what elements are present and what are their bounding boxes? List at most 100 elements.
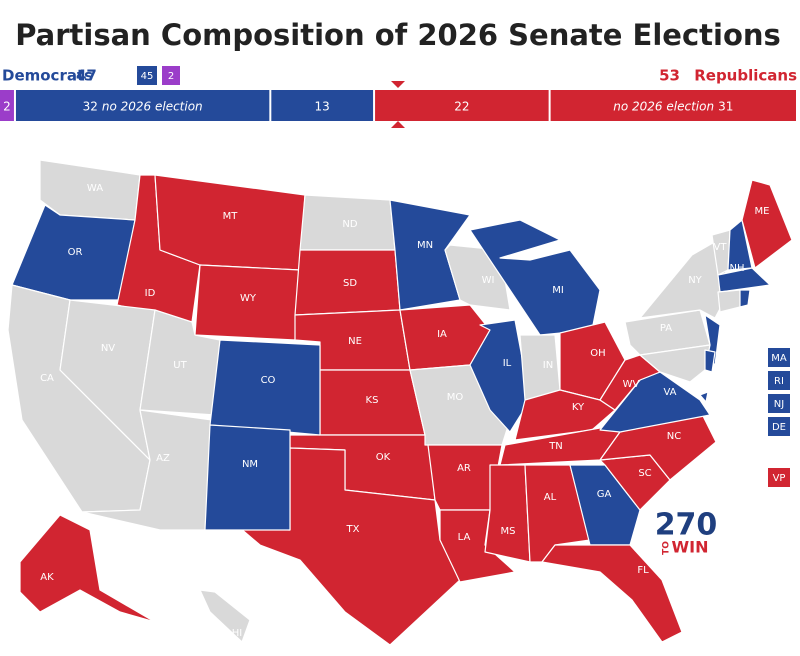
state-label: MI	[552, 285, 564, 296]
state-label: KY	[572, 402, 585, 413]
bar-segment	[0, 90, 14, 121]
state-label: NH	[730, 263, 745, 274]
state-label: MT	[223, 211, 239, 222]
state-label: KS	[366, 395, 379, 406]
small-state-box	[768, 371, 790, 390]
state-label: PA	[660, 323, 672, 334]
state-label: WV	[623, 379, 640, 390]
state-label: OR	[68, 247, 83, 258]
state	[469, 219, 601, 336]
state	[469, 319, 531, 433]
state	[717, 267, 771, 293]
state	[699, 391, 709, 403]
bar-text: 13	[315, 99, 330, 113]
state-label: MS	[501, 526, 516, 537]
bar-label: 13	[315, 99, 330, 113]
bar-text: 32	[83, 99, 98, 113]
logo: 270 TO WIN	[655, 508, 718, 557]
seat-bar: 2 32 no 2026 election 13 22 no 2026 election 3…	[0, 90, 796, 121]
bar-segment	[271, 90, 374, 121]
rep-total: 53	[659, 67, 680, 85]
state-label: FL	[637, 565, 649, 576]
logo-number: 270	[655, 508, 718, 543]
bar-segment	[15, 90, 270, 121]
small-state-box	[768, 417, 790, 436]
state-label: SC	[638, 468, 651, 479]
state-label: SD	[343, 278, 357, 289]
dem-total: 47	[76, 67, 97, 85]
state-label: IN	[543, 360, 553, 371]
small-state-box	[768, 468, 790, 487]
state-label: OH	[590, 348, 605, 359]
bar-segment	[375, 90, 549, 121]
bar-text: no 2026 election	[613, 99, 714, 113]
state-label: NM	[242, 459, 258, 470]
state	[569, 464, 641, 546]
state-label: HI	[232, 628, 242, 639]
majority-marker	[391, 81, 405, 88]
state	[209, 339, 321, 436]
state-label: WI	[482, 275, 495, 286]
state-label: TN	[548, 441, 563, 452]
state	[704, 349, 716, 373]
state-label: WA	[87, 183, 103, 194]
state-label: AZ	[156, 453, 170, 464]
bar-label: no 2026 election 31	[613, 99, 733, 113]
state	[739, 289, 751, 308]
state	[199, 589, 251, 643]
state-label: ME	[755, 206, 770, 217]
small-state-label: MA	[771, 353, 787, 364]
state-label: MO	[447, 392, 464, 403]
state-label: OK	[376, 452, 391, 463]
state-label: AR	[457, 463, 471, 474]
small-state-label: DE	[772, 422, 786, 433]
state-label: AL	[544, 492, 557, 503]
title: Partisan Composition of 2026 Senate Elec…	[15, 18, 781, 52]
ind-badge: 2	[168, 71, 174, 82]
logo-to: TO	[662, 541, 672, 555]
rep-label: Republicans	[694, 67, 797, 85]
state-label: TX	[346, 524, 360, 535]
logo-win: WIN	[672, 538, 709, 557]
small-state-box	[768, 348, 790, 367]
state-label: WY	[240, 293, 257, 304]
ind-badge-box	[162, 66, 180, 85]
state-label: IA	[437, 329, 447, 340]
small-state-box	[768, 394, 790, 413]
state	[19, 514, 156, 623]
state-label: LA	[458, 532, 471, 543]
state-label: AK	[40, 572, 54, 583]
dem-badge-box	[137, 66, 157, 85]
state-label: CA	[40, 373, 54, 384]
state-label: CO	[261, 375, 276, 386]
small-state-label: RI	[774, 376, 784, 387]
state-label: NV	[101, 343, 115, 354]
bar-label: 2	[3, 99, 11, 113]
state-label: ID	[145, 288, 156, 299]
state-label: VT	[714, 242, 728, 253]
state	[541, 544, 683, 643]
bar-segment	[550, 90, 796, 121]
bar-text: 31	[718, 99, 733, 113]
state-label: GA	[597, 489, 612, 500]
dem-badge: 45	[141, 71, 154, 82]
bar-text: 22	[454, 99, 469, 113]
state-label: NE	[348, 336, 362, 347]
small-state-label: NJ	[774, 399, 784, 410]
state-label: UT	[173, 360, 187, 371]
small-state-label: VP	[773, 473, 786, 484]
majority-marker	[391, 121, 405, 128]
bar-label: 22	[454, 99, 469, 113]
state-label: MN	[417, 240, 433, 251]
bar-text: 2	[3, 99, 11, 113]
state-label: ND	[342, 219, 357, 230]
state-label: NC	[667, 431, 681, 442]
state	[484, 464, 531, 563]
state	[639, 344, 711, 383]
map: WA OR ID MT WY ND SD NE KS OK TX CA NV UT AZ CO NM MN IA MO…	[7, 159, 793, 646]
state	[154, 174, 306, 271]
state-label: VA	[663, 387, 676, 398]
bar-label: 32 no 2026 election	[83, 99, 203, 113]
state-label: IL	[503, 358, 512, 369]
